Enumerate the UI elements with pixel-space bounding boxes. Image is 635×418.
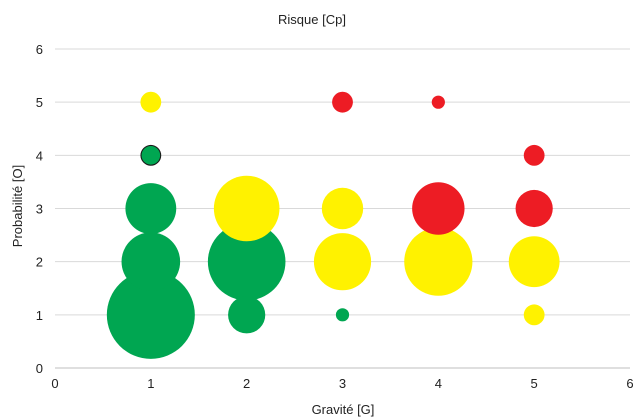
y-tick-label: 6	[36, 42, 43, 57]
bubble-point	[106, 270, 195, 359]
x-tick-label: 1	[147, 376, 154, 391]
bubble-point	[335, 308, 350, 322]
bubble-point	[207, 222, 286, 301]
bubble-point	[321, 187, 364, 230]
y-tick-label: 2	[36, 255, 43, 270]
bubble-point	[121, 232, 181, 291]
bubbles	[106, 91, 560, 359]
y-axis-label: Probabilité [O]	[10, 165, 25, 247]
bubble-point	[141, 146, 161, 165]
y-tick-label: 4	[36, 148, 43, 163]
y-tick-label: 5	[36, 95, 43, 110]
x-axis-label: Gravité [G]	[312, 402, 375, 417]
x-tick-label: 5	[531, 376, 538, 391]
tick-labels: 0 1 2 3 4 5 6 0 1 2 3 4 5 6	[36, 42, 634, 391]
bubble-point	[313, 233, 372, 291]
bubble-point	[404, 227, 473, 296]
y-tick-label: 0	[36, 361, 43, 376]
bubble-point	[412, 182, 465, 235]
bubble-point	[228, 296, 266, 334]
bubble-point	[523, 144, 545, 166]
x-tick-label: 4	[435, 376, 442, 391]
chart-title: Risque [Cp]	[278, 12, 346, 27]
bubble-point	[140, 91, 162, 113]
bubble-point	[431, 95, 445, 109]
bubble-point	[523, 304, 545, 326]
bubble-point	[332, 91, 353, 113]
bubble-point	[213, 175, 280, 242]
bubble-point	[508, 236, 560, 288]
bubble-point	[125, 183, 177, 234]
x-tick-label: 6	[626, 376, 633, 391]
x-tick-label: 3	[339, 376, 346, 391]
x-tick-label: 0	[51, 376, 58, 391]
y-tick-label: 3	[36, 202, 43, 217]
y-tick-label: 1	[36, 308, 43, 323]
x-tick-label: 2	[243, 376, 250, 391]
bubble-point	[515, 189, 553, 228]
